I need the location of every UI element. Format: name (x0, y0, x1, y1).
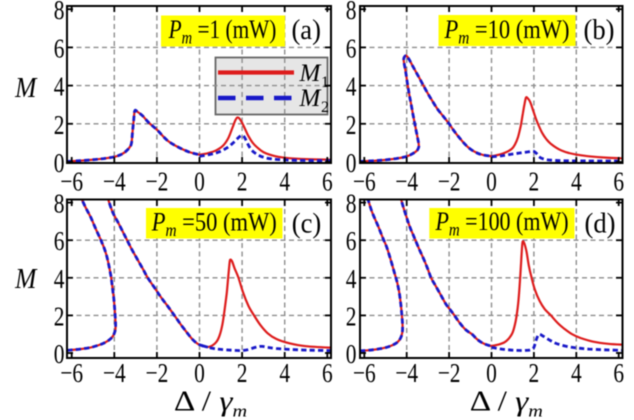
svg-text:0: 0 (194, 359, 205, 389)
svg-text:8: 8 (346, 189, 357, 219)
svg-text:Pm =50 (mW): Pm =50 (mW) (151, 208, 277, 240)
svg-text:(d): (d) (584, 208, 615, 239)
svg-text:0: 0 (486, 359, 497, 389)
svg-text:2: 2 (54, 302, 65, 332)
svg-text:2: 2 (529, 167, 540, 197)
svg-text:8: 8 (54, 189, 65, 219)
svg-text:2: 2 (237, 359, 248, 389)
svg-text:4: 4 (279, 167, 290, 197)
svg-text:0: 0 (346, 340, 357, 370)
svg-text:2: 2 (346, 302, 357, 332)
svg-text:Pm =1 (mW): Pm =1 (mW) (168, 16, 277, 48)
svg-text:−2: −2 (145, 359, 168, 389)
svg-text:Pm =10 (mW): Pm =10 (mW) (444, 15, 570, 47)
svg-text:6: 6 (322, 167, 333, 197)
svg-text:4: 4 (54, 264, 65, 294)
svg-text:8: 8 (346, 0, 357, 26)
svg-text:4: 4 (346, 72, 357, 102)
svg-text:−4: −4 (395, 359, 418, 389)
svg-text:−4: −4 (103, 359, 126, 389)
svg-text:−6: −6 (353, 359, 376, 389)
svg-text:0: 0 (194, 167, 205, 197)
svg-text:Pm =100 (mW): Pm =100 (mW) (435, 207, 569, 240)
svg-text:2: 2 (346, 110, 357, 140)
svg-text:6: 6 (613, 167, 624, 197)
svg-text:4: 4 (571, 167, 582, 197)
svg-text:6: 6 (613, 359, 624, 389)
svg-text:2: 2 (237, 167, 248, 197)
svg-text:0: 0 (54, 340, 65, 370)
svg-text:−2: −2 (438, 167, 461, 197)
svg-text:M: M (14, 263, 37, 295)
svg-text:−2: −2 (438, 359, 461, 389)
svg-text:6: 6 (54, 227, 65, 257)
svg-text:2: 2 (54, 110, 65, 140)
svg-text:M: M (299, 85, 322, 112)
svg-text:(a): (a) (291, 14, 321, 45)
svg-text:6: 6 (322, 359, 333, 389)
svg-text:1: 1 (321, 74, 329, 91)
svg-text:(c): (c) (292, 208, 322, 239)
svg-text:M: M (14, 72, 37, 104)
svg-text:4: 4 (346, 264, 357, 294)
svg-text:6: 6 (346, 34, 357, 64)
svg-text:−6: −6 (60, 167, 83, 197)
svg-text:−2: −2 (145, 167, 168, 197)
svg-text:0: 0 (54, 149, 65, 179)
svg-text:(b): (b) (583, 14, 614, 45)
svg-text:8: 8 (54, 0, 65, 26)
svg-text:−4: −4 (395, 167, 418, 197)
svg-text:6: 6 (346, 227, 357, 257)
svg-text:4: 4 (54, 72, 65, 102)
svg-text:4: 4 (571, 359, 582, 389)
svg-text:−4: −4 (103, 167, 126, 197)
svg-text:4: 4 (279, 359, 290, 389)
svg-text:0: 0 (346, 149, 357, 179)
svg-text:2: 2 (529, 359, 540, 389)
svg-text:2: 2 (321, 99, 329, 116)
svg-text:−6: −6 (353, 167, 376, 197)
svg-text:−6: −6 (60, 359, 83, 389)
svg-text:M: M (299, 60, 322, 87)
svg-text:0: 0 (486, 167, 497, 197)
svg-text:6: 6 (54, 34, 65, 64)
